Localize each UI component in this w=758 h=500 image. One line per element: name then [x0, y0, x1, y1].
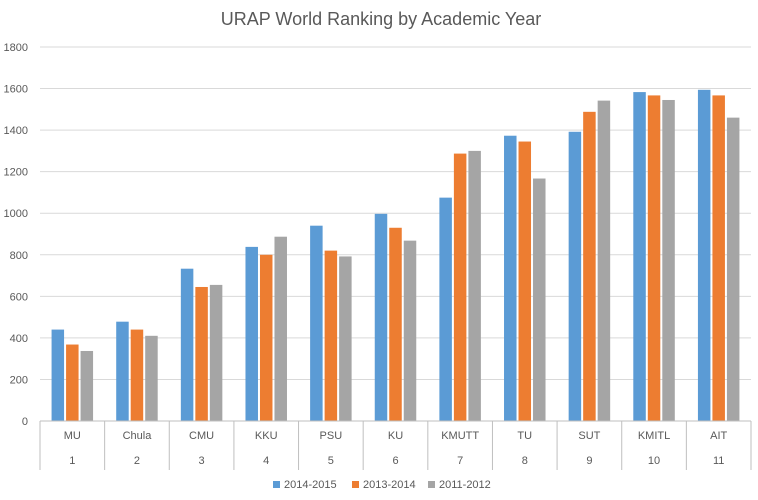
x-category-label: KKU	[255, 430, 278, 442]
bar	[468, 150, 481, 421]
bar	[583, 111, 596, 422]
bar	[597, 100, 611, 422]
bar	[310, 225, 323, 421]
bar	[245, 246, 258, 421]
bar	[339, 256, 352, 421]
bar	[712, 95, 725, 421]
bar	[647, 95, 661, 421]
x-rank-label: 1	[69, 455, 75, 467]
bar	[66, 344, 79, 421]
bar	[533, 178, 546, 421]
x-category-label: KMITL	[638, 430, 670, 442]
bar	[51, 329, 65, 421]
bar	[209, 284, 223, 421]
bar	[697, 89, 711, 422]
y-tick-label: 0	[22, 416, 28, 428]
x-rank-label: 6	[392, 455, 398, 467]
legend-label: 2013-2014	[363, 479, 416, 491]
bar	[453, 153, 467, 421]
x-rank-label: 7	[457, 455, 463, 467]
bar	[439, 197, 452, 421]
chart-title: URAP World Ranking by Academic Year	[221, 9, 542, 29]
x-rank-label: 4	[263, 455, 269, 467]
bar	[274, 236, 287, 421]
x-category-label: SUT	[578, 430, 600, 442]
bar	[568, 131, 582, 422]
bar	[662, 99, 675, 421]
legend-swatch	[352, 481, 359, 488]
x-category-label: MU	[64, 430, 81, 442]
x-category-label: AIT	[710, 430, 727, 442]
bar	[145, 335, 158, 421]
bar	[130, 329, 144, 421]
x-rank-label: 11	[713, 455, 724, 467]
x-category-label: CMU	[189, 430, 214, 442]
x-category-label: PSU	[320, 430, 343, 442]
bar	[259, 254, 273, 421]
legend: 2014-2015 2013-2014 2011-2012	[273, 479, 491, 491]
bar	[726, 117, 740, 422]
x-category-label: Chula	[123, 430, 153, 442]
x-axis: MU 1 Chula 2 CMU 3 KKU 4 PSU 5 KU 6 KMUTT 7 TU 8 SUT 9 KMI…	[39, 420, 752, 470]
bar	[518, 141, 532, 422]
y-tick-label: 1400	[4, 125, 28, 137]
y-tick-label: 1600	[4, 84, 28, 96]
bar	[403, 240, 417, 421]
x-rank-label: 9	[586, 455, 592, 467]
bar	[195, 286, 208, 421]
legend-label: 2014-2015	[284, 479, 337, 491]
bar	[180, 268, 194, 421]
x-category-label: KU	[388, 430, 403, 442]
y-tick-label: 200	[10, 374, 28, 386]
y-tick-label: 600	[10, 291, 28, 303]
y-tick-label: 800	[10, 250, 28, 262]
legend-swatch	[428, 481, 435, 488]
legend-swatch	[273, 481, 280, 488]
x-category-label: KMUTT	[441, 430, 479, 442]
x-category-label: TU	[517, 430, 532, 442]
y-tick-label: 1800	[4, 42, 28, 54]
x-rank-label: 5	[328, 455, 334, 467]
bar	[116, 321, 129, 421]
bar	[324, 250, 338, 421]
x-rank-label: 10	[648, 455, 660, 467]
bar	[389, 227, 402, 421]
y-tick-label: 1200	[4, 167, 28, 179]
x-rank-label: 2	[134, 455, 140, 467]
bar	[633, 92, 646, 422]
bar	[504, 135, 517, 421]
y-tick-label: 400	[10, 333, 28, 345]
legend-label: 2011-2012	[439, 479, 491, 491]
x-rank-label: 3	[199, 455, 205, 467]
y-tick-label: 1000	[4, 208, 28, 220]
bars	[51, 89, 740, 422]
y-axis-ticks: 0 200 400 600 800 1000 1200 1400 1600 1800	[4, 42, 28, 428]
bar	[80, 350, 94, 421]
x-rank-label: 8	[522, 455, 528, 467]
gridlines	[40, 46, 751, 380]
bar	[374, 213, 388, 421]
